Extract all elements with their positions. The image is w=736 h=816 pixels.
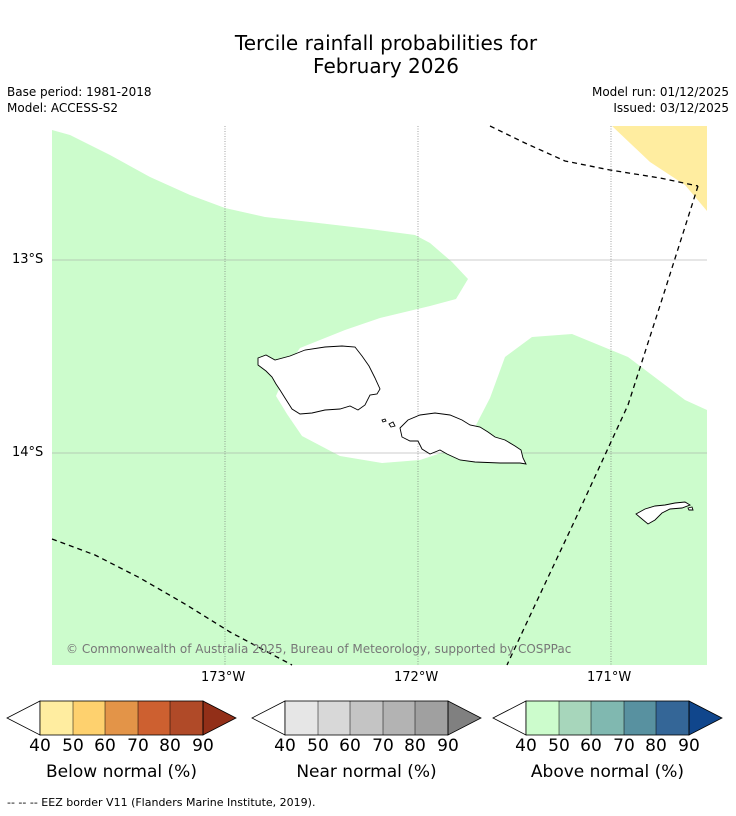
colorbar-below-label: Below normal (%) xyxy=(46,762,197,782)
tick-label: 80 xyxy=(645,736,667,756)
tick-label: 40 xyxy=(29,736,51,756)
lat-label-14s: 14°S xyxy=(12,445,44,460)
lat-label-13s: 13°S xyxy=(12,252,44,267)
colorbar-below xyxy=(6,700,237,736)
colorbar-above-segment xyxy=(591,701,624,735)
lon-label-172w: 172°W xyxy=(394,670,439,685)
colorbar-above-under-arrow xyxy=(492,700,527,736)
colorbar-below-segment xyxy=(105,701,138,735)
colorbar-below-under-arrow xyxy=(6,700,41,736)
colorbar-near-segment xyxy=(415,701,448,735)
tick-label: 80 xyxy=(159,736,181,756)
colorbar-above-segment xyxy=(624,701,656,735)
tutuila-island xyxy=(635,501,692,525)
colorbar-above xyxy=(492,700,723,736)
colorbar-above-segment xyxy=(656,701,689,735)
tick-label: 70 xyxy=(372,736,394,756)
colorbar-near-segment xyxy=(285,701,318,735)
tick-label: 90 xyxy=(192,736,214,756)
colorbar-near xyxy=(251,700,482,736)
aunuu-island xyxy=(687,506,694,511)
tick-label: 50 xyxy=(307,736,329,756)
model-run: Model run: 01/12/2025 xyxy=(591,85,729,99)
colorbar-above-frame xyxy=(525,700,690,736)
eez-legend-footer: -- -- -- EEZ border V11 (Flanders Marine… xyxy=(7,796,316,809)
colorbar-above-segment xyxy=(559,701,591,735)
apolima-island xyxy=(381,418,387,423)
below-normal-region xyxy=(612,126,707,211)
colorbar-near-under-arrow xyxy=(251,700,286,736)
tick-label: 60 xyxy=(580,736,602,756)
colorbar-near-segment xyxy=(318,701,350,735)
lon-label-173w: 173°W xyxy=(201,670,246,685)
eez-border-east xyxy=(506,185,699,666)
tick-label: 50 xyxy=(548,736,570,756)
run-info: Model run: 01/12/2025 Issued: 03/12/2025 xyxy=(592,84,729,116)
tick-label: 40 xyxy=(515,736,537,756)
tick-label: 40 xyxy=(274,736,296,756)
colorbar-near-frame xyxy=(284,700,449,736)
colorbar-near-over-arrow xyxy=(447,700,482,736)
colorbar-above-over-arrow xyxy=(688,700,723,736)
colorbar-near-label: Near normal (%) xyxy=(296,762,437,782)
tick-label: 60 xyxy=(94,736,116,756)
colorbar-below-segment xyxy=(40,701,73,735)
base-period: Base period: 1981-2018 xyxy=(7,85,152,99)
map-title: Tercile rainfall probabilities for Febru… xyxy=(0,32,736,78)
copyright-text: © Commonwealth of Australia 2025, Bureau… xyxy=(66,642,571,656)
tick-label: 70 xyxy=(127,736,149,756)
colorbar-below-segment xyxy=(138,701,170,735)
lon-label-171w: 171°W xyxy=(587,670,632,685)
tick-label: 60 xyxy=(339,736,361,756)
colorbar-below-over-arrow xyxy=(202,700,237,736)
savaii-island xyxy=(257,345,381,415)
above-normal-region xyxy=(52,130,707,665)
colorbar-above-segment xyxy=(526,701,559,735)
tick-label: 90 xyxy=(678,736,700,756)
map-area: © Commonwealth of Australia 2025, Bureau… xyxy=(51,125,707,666)
model-info: Base period: 1981-2018 Model: ACCESS-S2 xyxy=(7,84,152,116)
model-name: Model: ACCESS-S2 xyxy=(7,101,119,115)
title-line-2: February 2026 xyxy=(313,54,459,78)
tick-label: 50 xyxy=(62,736,84,756)
tick-label: 80 xyxy=(404,736,426,756)
title-line-1: Tercile rainfall probabilities for xyxy=(234,31,538,55)
colorbar-below-segment xyxy=(73,701,105,735)
tick-label: 70 xyxy=(613,736,635,756)
colorbar-near-segment xyxy=(350,701,383,735)
colorbar-above-label: Above normal (%) xyxy=(530,762,685,782)
eez-border-southwest xyxy=(51,538,293,666)
colorbar-below-frame xyxy=(39,700,204,736)
manono-island xyxy=(388,421,396,428)
issued-date: Issued: 03/12/2025 xyxy=(613,101,729,115)
tick-label: 90 xyxy=(437,736,459,756)
colorbar-near-segment xyxy=(383,701,415,735)
upolu-island xyxy=(399,412,527,465)
colorbar-below-segment xyxy=(170,701,203,735)
